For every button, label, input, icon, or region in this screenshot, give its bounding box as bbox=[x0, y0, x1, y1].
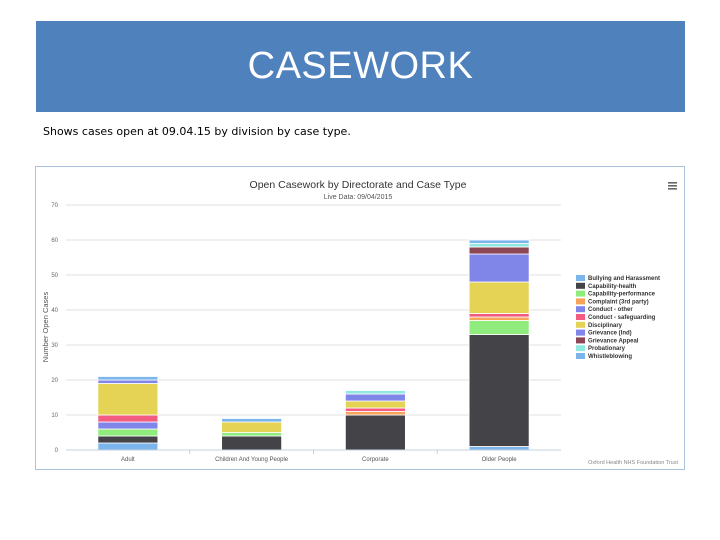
legend-item[interactable]: Grievance Appeal bbox=[588, 338, 639, 344]
legend-swatch bbox=[576, 337, 585, 344]
page-subtitle: Shows cases open at 09.04.15 by division… bbox=[43, 125, 351, 138]
bar-segment[interactable] bbox=[468, 246, 530, 255]
x-tick-label: Corporate bbox=[362, 457, 389, 463]
x-tick-label: Children And Young People bbox=[215, 457, 289, 463]
legend-swatch bbox=[576, 275, 585, 281]
bar-segment[interactable] bbox=[468, 239, 530, 244]
hamburger-menu-icon[interactable] bbox=[668, 182, 677, 190]
legend-swatch bbox=[576, 298, 585, 305]
chart-container: Open Casework by Directorate and Case Ty… bbox=[35, 166, 685, 470]
legend-swatch bbox=[576, 306, 585, 313]
bar-segment[interactable] bbox=[344, 411, 406, 416]
legend-swatch bbox=[576, 290, 585, 297]
page-title: CASEWORK bbox=[247, 45, 474, 87]
bar-segment[interactable] bbox=[97, 421, 159, 430]
bar-segment[interactable] bbox=[468, 334, 530, 447]
legend-swatch bbox=[576, 314, 585, 320]
y-tick-label: 0 bbox=[55, 448, 59, 454]
bar-segment[interactable] bbox=[221, 432, 283, 437]
y-tick-label: 30 bbox=[51, 343, 58, 349]
bar-segment[interactable] bbox=[97, 435, 159, 444]
y-tick-label: 70 bbox=[51, 203, 58, 209]
legend-item[interactable]: Conduct - other bbox=[588, 307, 633, 313]
bar-segment[interactable] bbox=[221, 421, 283, 433]
x-tick-label: Older People bbox=[482, 457, 518, 463]
legend-swatch bbox=[576, 353, 585, 359]
bar-segment[interactable] bbox=[468, 281, 530, 314]
bar-segment[interactable] bbox=[344, 393, 406, 402]
bar-segment[interactable] bbox=[221, 435, 283, 451]
header-banner: CASEWORK bbox=[36, 21, 685, 112]
y-tick-label: 10 bbox=[51, 413, 58, 419]
y-tick-label: 20 bbox=[51, 378, 58, 384]
legend-swatch bbox=[576, 282, 585, 289]
bar-segment[interactable] bbox=[344, 414, 406, 451]
x-tick-label: Adult bbox=[121, 457, 135, 463]
y-axis-label: Number Open Cases bbox=[41, 292, 50, 363]
legend-item[interactable]: Bullying and Harassment bbox=[588, 276, 660, 282]
chart-credit: Oxford Health NHS Foundation Trust bbox=[588, 460, 678, 466]
legend-item[interactable]: Capability-health bbox=[588, 284, 637, 290]
bar-segment[interactable] bbox=[97, 442, 159, 451]
bar-segment[interactable] bbox=[344, 407, 406, 412]
bar-segment[interactable] bbox=[468, 253, 530, 283]
bar-segment[interactable] bbox=[468, 243, 530, 248]
bar-segment[interactable] bbox=[344, 400, 406, 409]
chart-subtitle: Live Data: 09/04/2015 bbox=[324, 194, 393, 201]
bar-segment[interactable] bbox=[97, 383, 159, 416]
stacked-bar-chart: Open Casework by Directorate and Case Ty… bbox=[41, 179, 678, 466]
bar-segment[interactable] bbox=[97, 428, 159, 437]
bar-segment[interactable] bbox=[97, 414, 159, 423]
bar-segment[interactable] bbox=[221, 418, 283, 423]
legend-item[interactable]: Grievance (Ind) bbox=[588, 331, 632, 337]
legend-item[interactable]: Probationary bbox=[588, 346, 626, 352]
legend-item[interactable]: Disciplinary bbox=[588, 323, 623, 329]
legend-swatch bbox=[576, 321, 585, 328]
legend-swatch bbox=[576, 329, 585, 336]
bar-segment[interactable] bbox=[468, 316, 530, 321]
bar-segment[interactable] bbox=[468, 320, 530, 335]
bar-segment[interactable] bbox=[97, 376, 159, 381]
chart-title: Open Casework by Directorate and Case Ty… bbox=[250, 179, 467, 191]
bar-segment[interactable] bbox=[468, 313, 530, 318]
bar-segment[interactable] bbox=[344, 390, 406, 395]
bar-segment[interactable] bbox=[468, 446, 530, 451]
y-tick-label: 50 bbox=[51, 273, 58, 279]
legend-item[interactable]: Complaint (3rd party) bbox=[588, 299, 649, 305]
legend-item[interactable]: Whistleblowing bbox=[588, 354, 632, 360]
bar-segment[interactable] bbox=[97, 379, 159, 384]
y-tick-label: 60 bbox=[51, 238, 58, 244]
legend-swatch bbox=[576, 345, 585, 352]
legend-item[interactable]: Capability-performance bbox=[588, 292, 656, 298]
legend-item[interactable]: Conduct - safeguarding bbox=[588, 315, 656, 321]
y-tick-label: 40 bbox=[51, 308, 58, 314]
